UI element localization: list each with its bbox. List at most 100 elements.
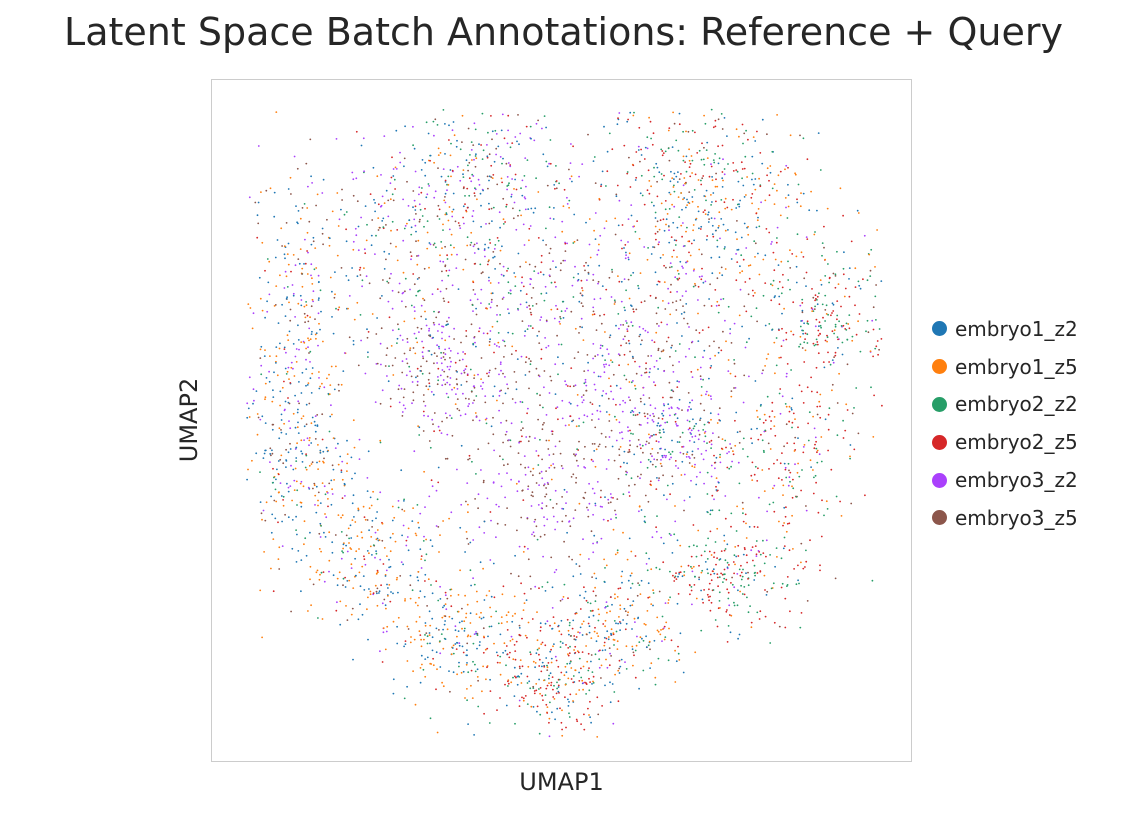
- scatter-point-embryo3-z2: [478, 184, 481, 186]
- scatter-point-embryo2-z2: [669, 570, 671, 573]
- scatter-point-embryo2-z5: [689, 584, 691, 587]
- scatter-point-embryo1-z5: [633, 617, 636, 620]
- scatter-point-embryo3-z5: [636, 475, 639, 478]
- scatter-point-embryo2-z5: [627, 118, 629, 121]
- scatter-point-embryo2-z2: [849, 457, 851, 460]
- scatter-point-embryo2-z5: [627, 598, 629, 601]
- scatter-point-embryo2-z5: [813, 447, 816, 450]
- scatter-point-embryo3-z5: [587, 271, 590, 274]
- scatter-point-embryo2-z5: [587, 707, 589, 710]
- scatter-point-embryo3-z5: [465, 380, 468, 383]
- scatter-point-embryo1-z2: [629, 411, 632, 414]
- scatter-point-embryo1-z5: [308, 464, 311, 467]
- scatter-point-embryo1-z2: [317, 299, 320, 301]
- scatter-point-embryo3-z5: [285, 448, 287, 451]
- scatter-point-embryo3-z2: [478, 327, 481, 330]
- scatter-point-embryo1-z2: [374, 210, 376, 213]
- scatter-point-embryo1-z5: [719, 607, 721, 609]
- scatter-point-embryo2-z2: [273, 476, 275, 479]
- scatter-point-embryo1-z5: [285, 275, 288, 278]
- scatter-point-embryo2-z2: [693, 425, 696, 428]
- scatter-point-embryo1-z5: [537, 191, 540, 193]
- scatter-point-embryo2-z2: [424, 559, 426, 562]
- scatter-point-embryo1-z2: [431, 592, 434, 595]
- scatter-point-embryo1-z5: [688, 159, 691, 162]
- scatter-point-embryo1-z5: [426, 247, 429, 250]
- scatter-point-embryo3-z2: [545, 346, 548, 349]
- scatter-point-embryo3-z5: [359, 274, 362, 276]
- legend-item-embryo2-z5[interactable]: embryo2_z5: [932, 423, 1078, 461]
- scatter-point-embryo1-z2: [435, 627, 438, 630]
- scatter-point-embryo1-z2: [726, 135, 728, 137]
- scatter-point-embryo2-z5: [836, 300, 839, 302]
- legend-item-embryo3-z2[interactable]: embryo3_z2: [932, 461, 1078, 499]
- scatter-point-embryo3-z5: [662, 474, 664, 477]
- scatter-point-embryo1-z5: [509, 640, 512, 642]
- scatter-point-embryo2-z2: [769, 554, 771, 556]
- scatter-point-embryo1-z2: [255, 390, 258, 392]
- scatter-point-embryo3-z5: [520, 516, 523, 519]
- scatter-point-embryo2-z2: [705, 199, 707, 202]
- scatter-point-embryo3-z5: [653, 415, 655, 418]
- scatter-point-embryo3-z2: [534, 437, 536, 439]
- scatter-point-embryo1-z5: [816, 449, 819, 452]
- scatter-point-embryo2-z5: [710, 439, 713, 442]
- legend-item-embryo1-z2[interactable]: embryo1_z2: [932, 310, 1078, 348]
- scatter-point-embryo1-z5: [500, 616, 503, 618]
- scatter-point-embryo2-z5: [634, 360, 636, 363]
- scatter-point-embryo3-z5: [610, 655, 612, 657]
- scatter-point-embryo2-z5: [745, 310, 748, 313]
- scatter-point-embryo3-z5: [614, 233, 617, 236]
- legend-item-embryo3-z5[interactable]: embryo3_z5: [932, 499, 1078, 537]
- scatter-point-embryo1-z2: [424, 622, 427, 624]
- scatter-point-embryo3-z2: [682, 445, 685, 448]
- scatter-point-embryo3-z5: [801, 347, 804, 349]
- scatter-point-embryo3-z2: [702, 356, 704, 359]
- scatter-point-embryo3-z5: [572, 419, 575, 422]
- scatter-point-embryo2-z2: [630, 477, 633, 480]
- scatter-point-embryo3-z5: [646, 413, 649, 415]
- scatter-point-embryo2-z5: [730, 525, 732, 528]
- scatter-point-embryo3-z2: [668, 229, 670, 232]
- scatter-point-embryo2-z5: [701, 142, 703, 145]
- scatter-point-embryo2-z2: [359, 314, 362, 316]
- scatter-point-embryo1-z2: [303, 263, 305, 265]
- scatter-point-embryo1-z2: [653, 433, 655, 436]
- scatter-point-embryo3-z2: [581, 401, 584, 404]
- scatter-point-embryo1-z5: [776, 189, 778, 192]
- legend-label-embryo3-z2: embryo3_z2: [955, 468, 1078, 493]
- scatter-point-embryo3-z5: [688, 462, 691, 464]
- scatter-point-embryo1-z5: [336, 577, 339, 580]
- scatter-point-embryo3-z5: [389, 242, 392, 245]
- scatter-point-embryo1-z5: [489, 606, 491, 609]
- scatter-point-embryo3-z5: [505, 419, 508, 422]
- scatter-point-embryo2-z2: [855, 387, 858, 389]
- scatter-point-embryo1-z5: [356, 535, 359, 537]
- scatter-point-embryo3-z2: [526, 306, 528, 309]
- scatter-point-embryo1-z2: [288, 330, 291, 333]
- scatter-point-embryo1-z5: [648, 596, 651, 598]
- scatter-point-embryo3-z5: [783, 445, 785, 448]
- scatter-point-embryo2-z2: [435, 246, 437, 249]
- scatter-point-embryo1-z2: [264, 449, 266, 452]
- scatter-point-embryo3-z5: [420, 315, 423, 318]
- scatter-point-embryo2-z2: [828, 407, 831, 410]
- scatter-point-embryo1-z2: [574, 638, 577, 641]
- scatter-point-embryo1-z5: [338, 571, 341, 574]
- legend-item-embryo2-z2[interactable]: embryo2_z2: [932, 386, 1078, 424]
- scatter-point-embryo1-z5: [697, 179, 700, 181]
- scatter-point-embryo1-z2: [587, 264, 590, 267]
- scatter-point-embryo2-z2: [670, 266, 673, 268]
- scatter-point-embryo2-z2: [726, 561, 729, 564]
- legend-item-embryo1-z5[interactable]: embryo1_z5: [932, 348, 1078, 386]
- scatter-point-embryo1-z5: [574, 669, 577, 672]
- scatter-point-embryo1-z5: [570, 667, 573, 669]
- scatter-point-embryo1-z5: [778, 356, 781, 359]
- scatter-point-embryo1-z5: [869, 350, 872, 353]
- scatter-point-embryo2-z2: [605, 185, 607, 187]
- scatter-point-embryo2-z2: [541, 586, 544, 588]
- scatter-point-embryo1-z5: [685, 453, 688, 455]
- scatter-point-embryo3-z5: [389, 397, 392, 400]
- scatter-point-embryo1-z5: [328, 393, 331, 395]
- scatter-point-embryo1-z2: [371, 519, 374, 522]
